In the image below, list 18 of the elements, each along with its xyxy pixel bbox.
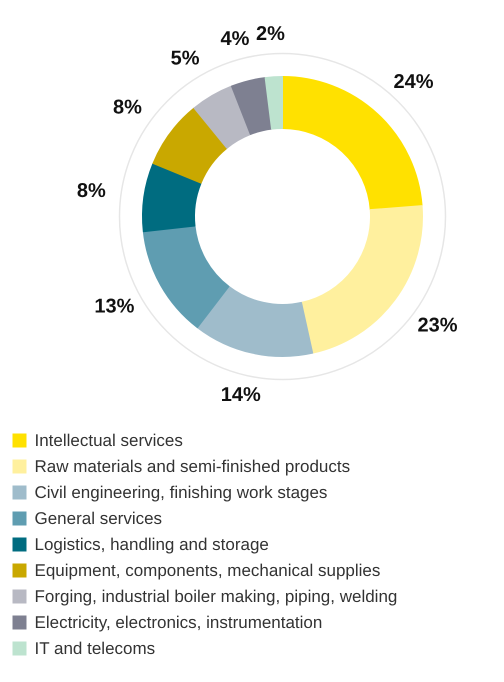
legend-label: General services <box>34 509 162 528</box>
data-label: 4% <box>220 28 250 50</box>
legend-label: Intellectual services <box>34 431 183 450</box>
data-label: 2% <box>256 22 286 45</box>
data-label: 23% <box>418 314 458 336</box>
legend-label: Raw materials and semi-finished products <box>34 457 350 476</box>
legend-label: IT and telecoms <box>34 639 156 658</box>
legend-label: Civil engineering, finishing work stages <box>34 483 328 502</box>
legend-label: Equipment, components, mechanical supplies <box>34 561 380 580</box>
data-label: 13% <box>94 295 135 318</box>
data-label: 14% <box>220 384 262 406</box>
legend-label: Electricity, electronics, instrumentation <box>34 613 322 632</box>
legend-label: Forging, industrial boiler making, piping, welding <box>34 587 398 606</box>
data-label: 5% <box>170 47 200 70</box>
data-label: 8% <box>112 96 142 119</box>
data-label: 24% <box>394 71 434 94</box>
legend-label: Logistics, handling and storage <box>34 535 269 554</box>
data-label: 8% <box>76 180 106 202</box>
